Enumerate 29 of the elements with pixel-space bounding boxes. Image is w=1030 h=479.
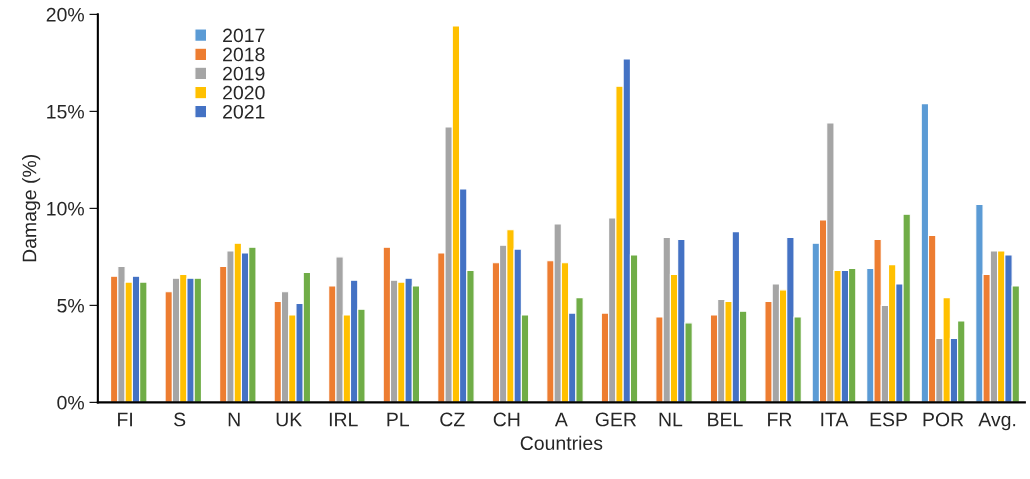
x-axis-title: Countries bbox=[520, 435, 603, 451]
y-tick-label: 5% bbox=[57, 298, 84, 313]
legend-label: 2017 bbox=[223, 28, 265, 43]
legend-label: 2021 bbox=[223, 104, 265, 119]
legend-label: 2019 bbox=[223, 66, 265, 81]
y-tick-label: 0% bbox=[57, 395, 84, 410]
x-tick-label: N bbox=[228, 412, 240, 427]
x-tick-label: BEL bbox=[708, 412, 743, 427]
y-tick-label: 20% bbox=[46, 7, 84, 22]
x-tick-label: FI bbox=[118, 412, 132, 427]
y-axis-title: Damage (%) bbox=[22, 155, 41, 262]
y-tick-label: 15% bbox=[47, 104, 84, 119]
x-tick-label: ESP bbox=[870, 412, 907, 427]
legend-label: 2018 bbox=[223, 47, 265, 62]
x-tick-label: IRL bbox=[329, 412, 358, 427]
x-tick-label: GER bbox=[595, 412, 637, 427]
x-tick-label: PL bbox=[387, 412, 410, 427]
x-tick-label: CH bbox=[493, 412, 520, 427]
x-tick-label: NL bbox=[659, 412, 683, 427]
x-tick-label: UK bbox=[276, 412, 302, 427]
x-tick-label: A bbox=[554, 412, 568, 427]
x-tick-label: ITA bbox=[821, 412, 849, 427]
y-tick-label: 10% bbox=[47, 201, 84, 216]
x-tick-label: FR bbox=[768, 412, 792, 427]
legend-label: 2020 bbox=[223, 85, 265, 100]
x-tick-label: CZ bbox=[440, 412, 465, 427]
x-tick-label: Avg. bbox=[978, 412, 1016, 431]
x-tick-label: S bbox=[174, 412, 186, 427]
x-tick-label: POR bbox=[923, 412, 964, 427]
